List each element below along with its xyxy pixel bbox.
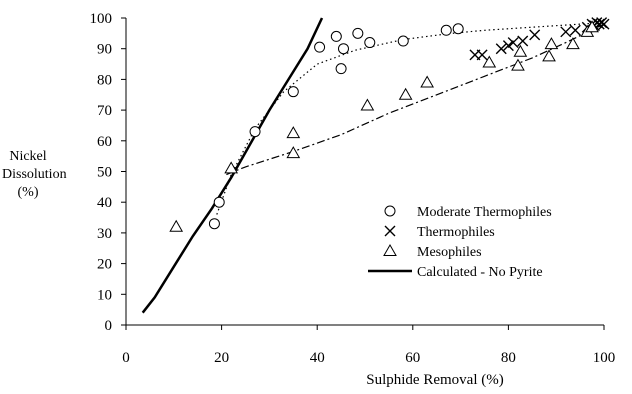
data-markers bbox=[169, 17, 610, 232]
legend-label: Moderate Thermophiles bbox=[417, 205, 552, 220]
y-axis-title-line-2: Dissolution (%) bbox=[2, 167, 67, 200]
circle-point bbox=[335, 63, 347, 75]
circle-point bbox=[249, 126, 261, 138]
x-point bbox=[502, 40, 514, 52]
legend-marker-triangle bbox=[383, 243, 397, 256]
y-tick-label: 100 bbox=[90, 11, 113, 27]
x-axis-title: Sulphide Removal (%) bbox=[366, 372, 504, 388]
legend: Moderate Thermophiles Thermophiles Mesophi… bbox=[368, 205, 552, 280]
x-tick-label: 40 bbox=[310, 350, 325, 366]
circle-point bbox=[352, 27, 364, 39]
x-tick-label: 20 bbox=[214, 350, 229, 366]
triangle-point bbox=[286, 126, 301, 139]
y-tick-label: 60 bbox=[97, 134, 112, 150]
triangle-point bbox=[360, 98, 375, 111]
circle-point bbox=[287, 86, 299, 98]
circle-point bbox=[440, 24, 452, 36]
y-tick-label: 0 bbox=[105, 318, 113, 334]
circle-point bbox=[213, 196, 225, 208]
tick-labels: 0 10 20 30 40 50 60 70 80 90 100 0 20 40 60 80 100 bbox=[90, 11, 616, 366]
circle-point bbox=[208, 218, 220, 230]
calculated-line bbox=[141, 17, 324, 314]
y-tick-label: 70 bbox=[97, 103, 112, 119]
triangle-point bbox=[169, 219, 184, 232]
triangle-point bbox=[544, 37, 559, 50]
triangle-point bbox=[286, 146, 301, 159]
y-axis-title: Nickel Dissolution (%) bbox=[2, 148, 67, 202]
circle-point bbox=[364, 37, 376, 49]
trendlines bbox=[216, 22, 605, 215]
circle-point bbox=[314, 41, 326, 53]
triangle-point bbox=[566, 37, 580, 50]
y-axis-title-line-1: Nickel bbox=[9, 149, 47, 164]
legend-marker-x bbox=[384, 225, 396, 237]
legend-label: Calculated - No Pyrite bbox=[417, 265, 543, 280]
triangle-point bbox=[542, 49, 556, 62]
y-tick-label: 30 bbox=[97, 226, 112, 242]
legend-label: Mesophiles bbox=[417, 245, 482, 260]
x-point bbox=[517, 35, 529, 47]
x-point bbox=[495, 43, 507, 55]
y-tick-label: 90 bbox=[97, 42, 112, 58]
trendline-dotted bbox=[216, 22, 605, 215]
triangle-point bbox=[398, 87, 413, 100]
x-point bbox=[560, 26, 572, 38]
x-point bbox=[598, 18, 610, 30]
x-point bbox=[529, 29, 541, 41]
circle-point bbox=[330, 30, 342, 42]
triangle-point bbox=[585, 20, 599, 33]
x-tick-label: 60 bbox=[405, 350, 420, 366]
triangle-point bbox=[511, 58, 525, 71]
circle-point bbox=[397, 35, 409, 47]
legend-label: Thermophiles bbox=[417, 225, 495, 240]
x-tick-label: 0 bbox=[122, 350, 130, 366]
x-tick-label: 80 bbox=[501, 350, 516, 366]
x-point bbox=[507, 37, 519, 49]
x-point bbox=[569, 24, 581, 36]
y-tick-label: 40 bbox=[97, 195, 112, 211]
x-tick-label: 100 bbox=[593, 350, 616, 366]
y-tick-label: 50 bbox=[97, 165, 112, 181]
axes bbox=[121, 17, 605, 330]
legend-marker-circle bbox=[384, 205, 396, 217]
y-tick-label: 80 bbox=[97, 72, 112, 88]
trendline-dash-dot bbox=[226, 23, 605, 176]
triangle-point bbox=[420, 75, 435, 88]
circle-point bbox=[337, 43, 349, 55]
y-tick-label: 10 bbox=[97, 287, 112, 303]
triangle-point bbox=[513, 44, 528, 57]
y-tick-label: 20 bbox=[97, 257, 112, 273]
triangle-point bbox=[224, 161, 239, 174]
x-point bbox=[476, 49, 488, 61]
circle-point bbox=[452, 23, 464, 35]
triangle-point bbox=[482, 55, 497, 68]
calculated-line-path bbox=[141, 17, 324, 314]
